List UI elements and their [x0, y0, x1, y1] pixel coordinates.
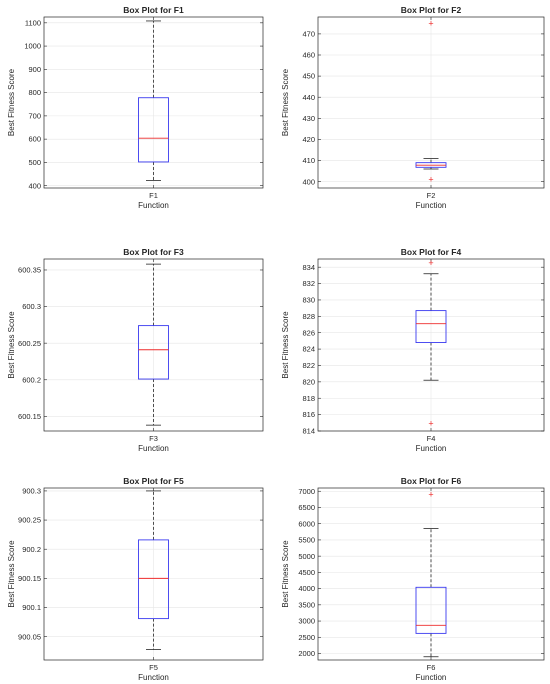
outlier-marker: + [428, 175, 433, 185]
y-tick-label: 4500 [298, 568, 315, 577]
y-tick-label: 600.15 [18, 412, 41, 421]
x-axis-label: Function [138, 201, 169, 210]
chart-title: Box Plot for F4 [401, 247, 462, 257]
y-tick-label: 6500 [298, 503, 315, 512]
iqr-box [415, 310, 447, 343]
x-tick-label: F6 [427, 663, 436, 672]
subplot-f5: 900.05 900.1 900.15 900.2 900.25 900.3 F5 Box P… [7, 476, 264, 682]
iqr-box [138, 539, 169, 620]
outlier-marker: + [428, 18, 433, 28]
y-tick-label: 2000 [298, 649, 315, 658]
y-tick-label: 500 [28, 158, 41, 167]
x-axis-label: Function [138, 444, 169, 453]
y-axis-label: Best Fitness Score [281, 540, 290, 608]
y-tick-label: 3500 [298, 600, 315, 609]
y-tick-label: 900.1 [22, 603, 41, 612]
y-tick-label: 700 [28, 111, 41, 120]
y-tick-label: 2500 [298, 633, 315, 642]
x-axis-label: Function [416, 673, 447, 682]
y-tick-label: 5500 [298, 536, 315, 545]
y-tick-label: 4000 [298, 584, 315, 593]
y-axis-label: Best Fitness Score [7, 311, 16, 379]
x-tick-label: F2 [427, 191, 436, 200]
y-tick-label: 5000 [298, 552, 315, 561]
iqr-box [415, 586, 447, 634]
x-tick-label: F3 [149, 434, 158, 443]
x-axis-label: Function [416, 201, 447, 210]
y-tick-label: 818 [302, 394, 315, 403]
y-tick-label: 450 [302, 72, 315, 81]
chart-title: Box Plot for F2 [401, 5, 462, 15]
y-tick-label: 1000 [24, 42, 41, 51]
y-axis-label: Best Fitness Score [7, 68, 16, 136]
outlier-marker: + [428, 489, 433, 499]
y-tick-label: 1100 [25, 18, 41, 27]
y-tick-label: 400 [28, 181, 41, 190]
y-tick-label: 900.25 [18, 516, 41, 525]
y-tick-label: 440 [302, 93, 315, 102]
outlier-marker: + [428, 258, 433, 268]
y-tick-label: 830 [302, 296, 315, 305]
iqr-box [138, 325, 169, 380]
y-tick-label: 822 [302, 361, 315, 370]
subplot-f4: 814816818820822824826828830832834F4++Box… [281, 247, 545, 453]
y-tick-label: 600 [28, 135, 41, 144]
iqr-box [138, 97, 169, 163]
y-tick-label: 828 [302, 312, 315, 321]
y-tick-label: 600.25 [18, 339, 41, 348]
y-tick-label: 600.35 [18, 266, 41, 275]
y-tick-label: 826 [302, 328, 315, 337]
y-tick-label: 410 [302, 156, 315, 165]
y-tick-label: 470 [302, 29, 315, 38]
chart-title: Box Plot for F1 [123, 5, 184, 15]
y-tick-label: 820 [302, 377, 315, 386]
y-tick-label: 3000 [298, 617, 315, 626]
chart-title: Box Plot for F6 [401, 476, 462, 486]
subplot-f3: 600.15 600.2 600.25 600.3 600.35 F3 Box Plot f… [7, 247, 264, 453]
y-tick-label: 834 [302, 263, 315, 272]
y-tick-label: 832 [302, 279, 315, 288]
subplot-f2: 400 410 420 430 440 450 460 470 F2 + + Box Plot for… [281, 5, 545, 210]
chart-title: Box Plot for F5 [123, 476, 184, 486]
y-tick-label: 800 [28, 88, 41, 97]
chart-title: Box Plot for F3 [123, 247, 184, 257]
x-axis-label: Function [416, 444, 447, 453]
y-tick-label: 6000 [298, 519, 315, 528]
y-tick-label: 900.3 [22, 487, 41, 496]
y-tick-label: 600.2 [22, 375, 41, 384]
y-tick-label: 900.15 [18, 574, 41, 583]
y-tick-label: 816 [302, 410, 315, 419]
y-tick-label: 900.2 [22, 545, 41, 554]
y-tick-label: 900.05 [18, 632, 41, 641]
y-tick-label: 7000 [298, 487, 315, 496]
x-axis-label: Function [138, 673, 169, 682]
x-tick-label: F4 [427, 434, 436, 443]
y-tick-label: 900 [28, 65, 41, 74]
y-tick-label: 460 [302, 51, 315, 60]
y-axis-label: Best Fitness Score [281, 311, 290, 379]
y-tick-label: 400 [302, 177, 315, 186]
y-tick-label: 420 [302, 135, 315, 144]
y-tick-label: 824 [302, 345, 315, 354]
y-tick-label: 430 [302, 114, 315, 123]
y-tick-label: 600.3 [22, 302, 41, 311]
y-tick-label: 814 [302, 427, 315, 436]
y-axis-label: Best Fitness Score [7, 540, 16, 608]
subplot-f1: 400 500 600 700 800 900 1000 1100 F1 Box Plot for… [7, 5, 264, 210]
y-axis-label: Best Fitness Score [281, 68, 290, 136]
subplot-f6: 2000 2500 3000 3500 4000 4500 5000 5500 6000 6500… [281, 476, 545, 682]
x-tick-label: F1 [149, 191, 158, 200]
outlier-marker: + [428, 419, 433, 429]
x-tick-label: F5 [149, 663, 158, 672]
